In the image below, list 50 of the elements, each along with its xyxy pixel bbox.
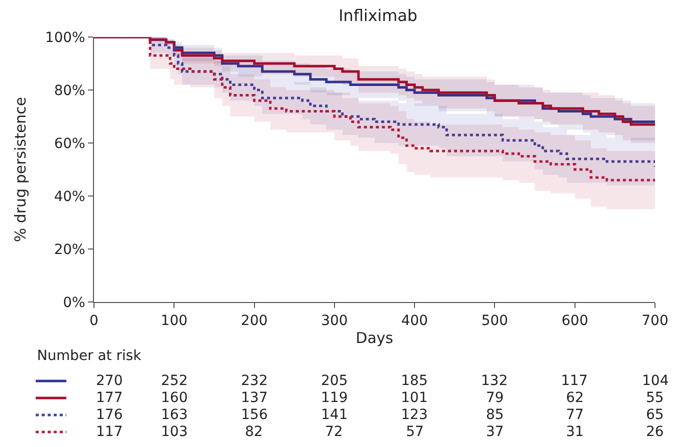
text: 232	[241, 373, 268, 389]
text: 55	[646, 390, 664, 406]
x-tick-label: 200	[240, 312, 268, 329]
text: 72	[325, 424, 343, 440]
text: 123	[401, 407, 428, 423]
text: 104	[642, 373, 669, 389]
x-tick-label: 0	[90, 312, 98, 329]
text: 26	[646, 424, 664, 440]
text: 156	[241, 407, 268, 423]
text: 77	[566, 407, 584, 423]
text: 163	[161, 407, 188, 423]
x-tick-label: 700	[642, 312, 668, 329]
x-axis-title: Days	[356, 328, 394, 347]
text: 31	[566, 424, 584, 440]
text: 177	[96, 390, 123, 406]
text: 141	[321, 407, 348, 423]
y-axis-title: % drug persistence	[11, 96, 30, 242]
text: 65	[646, 407, 664, 423]
text: 185	[401, 373, 428, 389]
text: Number at risk	[37, 348, 142, 364]
text: 176	[96, 407, 123, 423]
text: 82	[245, 424, 263, 440]
text: 132	[481, 373, 508, 389]
text: 270	[96, 373, 123, 389]
text: 205	[321, 373, 348, 389]
text: 119	[321, 390, 348, 406]
chart-title: Infliximab	[338, 6, 418, 26]
x-tick-label: 300	[321, 312, 348, 329]
text: 137	[241, 390, 268, 406]
text: 79	[486, 390, 504, 406]
text: 85	[486, 407, 504, 423]
x-tick-label: 500	[481, 312, 508, 329]
text: 37	[486, 424, 504, 440]
text: 57	[406, 424, 424, 440]
text: 252	[161, 373, 188, 389]
text: 160	[161, 390, 188, 406]
y-tick-label: 0%	[62, 294, 86, 311]
y-tick-label: 20%	[54, 242, 86, 258]
text: 117	[96, 424, 123, 440]
y-tick-label: 60%	[54, 136, 86, 152]
text: 62	[566, 390, 584, 406]
y-tick-label: 100%	[45, 30, 86, 46]
x-tick-label: 400	[401, 312, 428, 329]
y-tick-label: 80%	[54, 82, 86, 99]
text: 101	[401, 390, 428, 406]
y-tick-label: 40%	[54, 188, 86, 205]
x-tick-label: 600	[561, 312, 588, 329]
text: 103	[161, 424, 188, 440]
text: 117	[561, 373, 588, 389]
x-tick-label: 100	[160, 312, 188, 329]
